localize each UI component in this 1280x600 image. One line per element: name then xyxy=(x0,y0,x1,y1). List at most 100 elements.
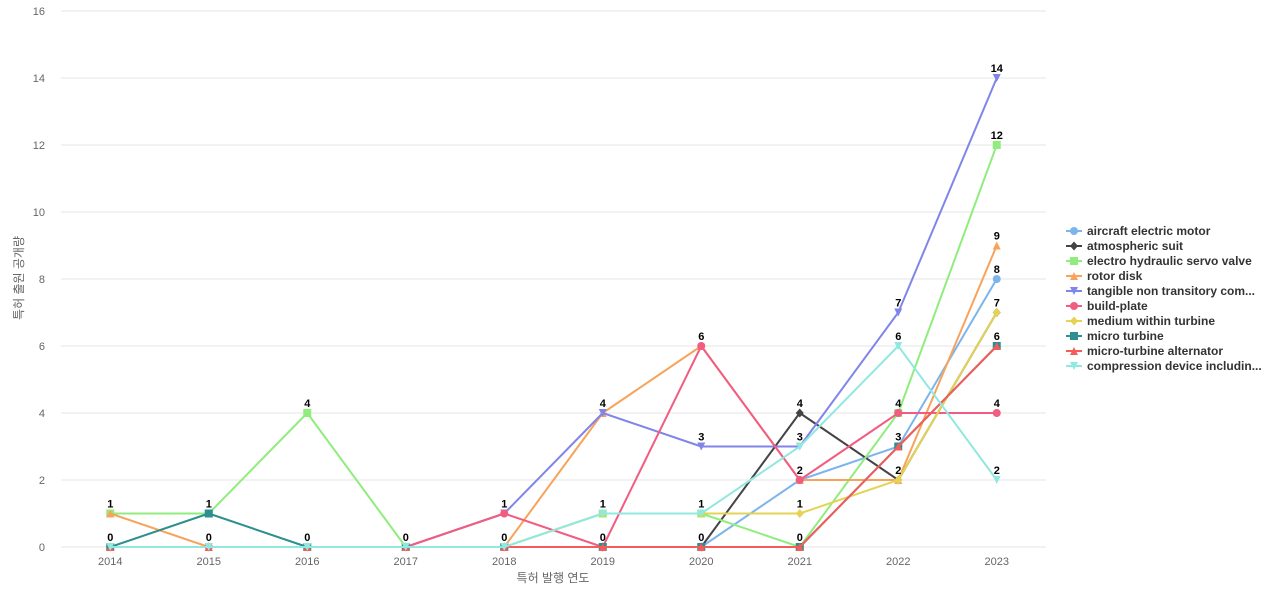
x-tick-label: 2014 xyxy=(98,556,122,568)
data-label: 1 xyxy=(501,499,507,511)
data-point[interactable] xyxy=(106,543,115,551)
data-point[interactable] xyxy=(795,476,804,484)
data-point[interactable] xyxy=(992,409,1001,417)
legend-item[interactable]: tangible non transitory com... xyxy=(1066,284,1255,298)
data-point[interactable] xyxy=(697,509,706,518)
y-tick-label: 4 xyxy=(39,408,45,420)
data-label: 1 xyxy=(797,499,803,511)
legend-marker[interactable] xyxy=(1070,287,1078,295)
data-point[interactable] xyxy=(697,543,706,551)
grid xyxy=(61,10,1046,548)
series-line[interactable] xyxy=(109,345,998,548)
y-axis-title: 특허 출원 공개량 xyxy=(12,236,26,320)
x-tick-label: 2015 xyxy=(197,556,221,568)
data-label: 6 xyxy=(698,331,704,343)
x-tick-label: 2016 xyxy=(295,556,319,568)
x-tick-label: 2020 xyxy=(689,556,713,568)
legend-item[interactable]: micro-turbine alternator xyxy=(1066,344,1223,358)
data-point[interactable] xyxy=(697,342,706,350)
legend-marker[interactable] xyxy=(1070,316,1078,326)
series-1 xyxy=(106,308,1001,552)
data-point[interactable] xyxy=(992,74,1001,82)
data-point[interactable] xyxy=(106,509,115,518)
series-line[interactable] xyxy=(109,77,998,548)
legend-marker[interactable] xyxy=(1070,241,1078,251)
legend-marker[interactable] xyxy=(1070,362,1078,370)
legend-marker[interactable] xyxy=(1070,347,1078,355)
data-point[interactable] xyxy=(303,409,312,417)
legend-label: atmospheric suit xyxy=(1087,239,1183,253)
legend-label: aircraft electric motor xyxy=(1087,224,1211,238)
y-tick-label: 6 xyxy=(39,341,45,353)
series-5 xyxy=(106,342,1001,551)
data-point[interactable] xyxy=(992,141,1001,149)
data-point[interactable] xyxy=(894,442,903,451)
data-label: 2 xyxy=(797,465,803,477)
data-point[interactable] xyxy=(894,308,903,317)
x-tick-label: 2023 xyxy=(985,556,1009,568)
y-tick-label: 12 xyxy=(33,140,45,152)
legend-item[interactable]: atmospheric suit xyxy=(1066,239,1183,253)
series-line[interactable] xyxy=(109,345,998,548)
data-label: 0 xyxy=(600,532,606,544)
data-point[interactable] xyxy=(204,509,213,518)
data-point[interactable] xyxy=(204,543,213,551)
data-point[interactable] xyxy=(992,241,1001,250)
legend-marker[interactable] xyxy=(1070,227,1078,235)
series-line[interactable] xyxy=(109,311,998,548)
data-point[interactable] xyxy=(500,509,509,518)
data-point[interactable] xyxy=(992,275,1001,283)
data-label: 0 xyxy=(501,532,507,544)
legend-item[interactable]: build-plate xyxy=(1066,299,1148,313)
x-tick-label: 2017 xyxy=(394,556,418,568)
legend-item[interactable]: electro hydraulic servo valve xyxy=(1066,254,1252,268)
data-point[interactable] xyxy=(401,543,410,551)
data-point[interactable] xyxy=(992,476,1001,484)
x-tick-label: 2019 xyxy=(591,556,615,568)
data-point[interactable] xyxy=(992,342,1001,350)
legend-label: compression device includin... xyxy=(1087,359,1262,373)
x-tick-label: 2022 xyxy=(886,556,910,568)
data-point[interactable] xyxy=(303,543,312,551)
legend-marker[interactable] xyxy=(1070,302,1078,310)
y-tick-label: 16 xyxy=(33,6,45,18)
legend-marker[interactable] xyxy=(1070,272,1078,280)
data-point[interactable] xyxy=(795,442,804,451)
series-line[interactable] xyxy=(109,311,998,548)
data-point[interactable] xyxy=(894,409,903,417)
data-point[interactable] xyxy=(894,342,903,350)
data-point[interactable] xyxy=(598,509,607,518)
legend-label: medium within turbine xyxy=(1087,314,1215,328)
series-9 xyxy=(106,342,1001,551)
x-tick-label: 2021 xyxy=(788,556,812,568)
data-point[interactable] xyxy=(795,408,804,418)
data-point[interactable] xyxy=(598,543,607,551)
data-label: 14 xyxy=(991,63,1004,75)
y-tick-label: 0 xyxy=(39,542,45,554)
legend-label: micro-turbine alternator xyxy=(1087,344,1223,358)
data-label: 1 xyxy=(107,499,113,511)
data-point[interactable] xyxy=(500,543,509,551)
series-6 xyxy=(106,308,1001,552)
y-tick-label: 10 xyxy=(33,207,45,219)
data-point[interactable] xyxy=(795,509,804,518)
series-line[interactable] xyxy=(109,345,998,548)
series-line[interactable] xyxy=(109,244,998,548)
legend-item[interactable]: micro turbine xyxy=(1066,329,1164,343)
data-point[interactable] xyxy=(598,409,607,417)
legend-item[interactable]: rotor disk xyxy=(1066,269,1143,283)
series-line[interactable] xyxy=(109,345,998,548)
data-point[interactable] xyxy=(894,475,903,485)
legend-item[interactable]: aircraft electric motor xyxy=(1066,224,1211,238)
data-point[interactable] xyxy=(992,308,1001,317)
data-point[interactable] xyxy=(795,543,804,551)
legend-marker[interactable] xyxy=(1070,332,1078,340)
data-point[interactable] xyxy=(697,442,706,451)
data-label: 0 xyxy=(206,532,212,544)
legend-item[interactable]: compression device includin... xyxy=(1066,359,1262,373)
legend-item[interactable]: medium within turbine xyxy=(1066,314,1215,328)
legend-marker[interactable] xyxy=(1070,257,1078,265)
y-tick-label: 14 xyxy=(33,73,45,85)
